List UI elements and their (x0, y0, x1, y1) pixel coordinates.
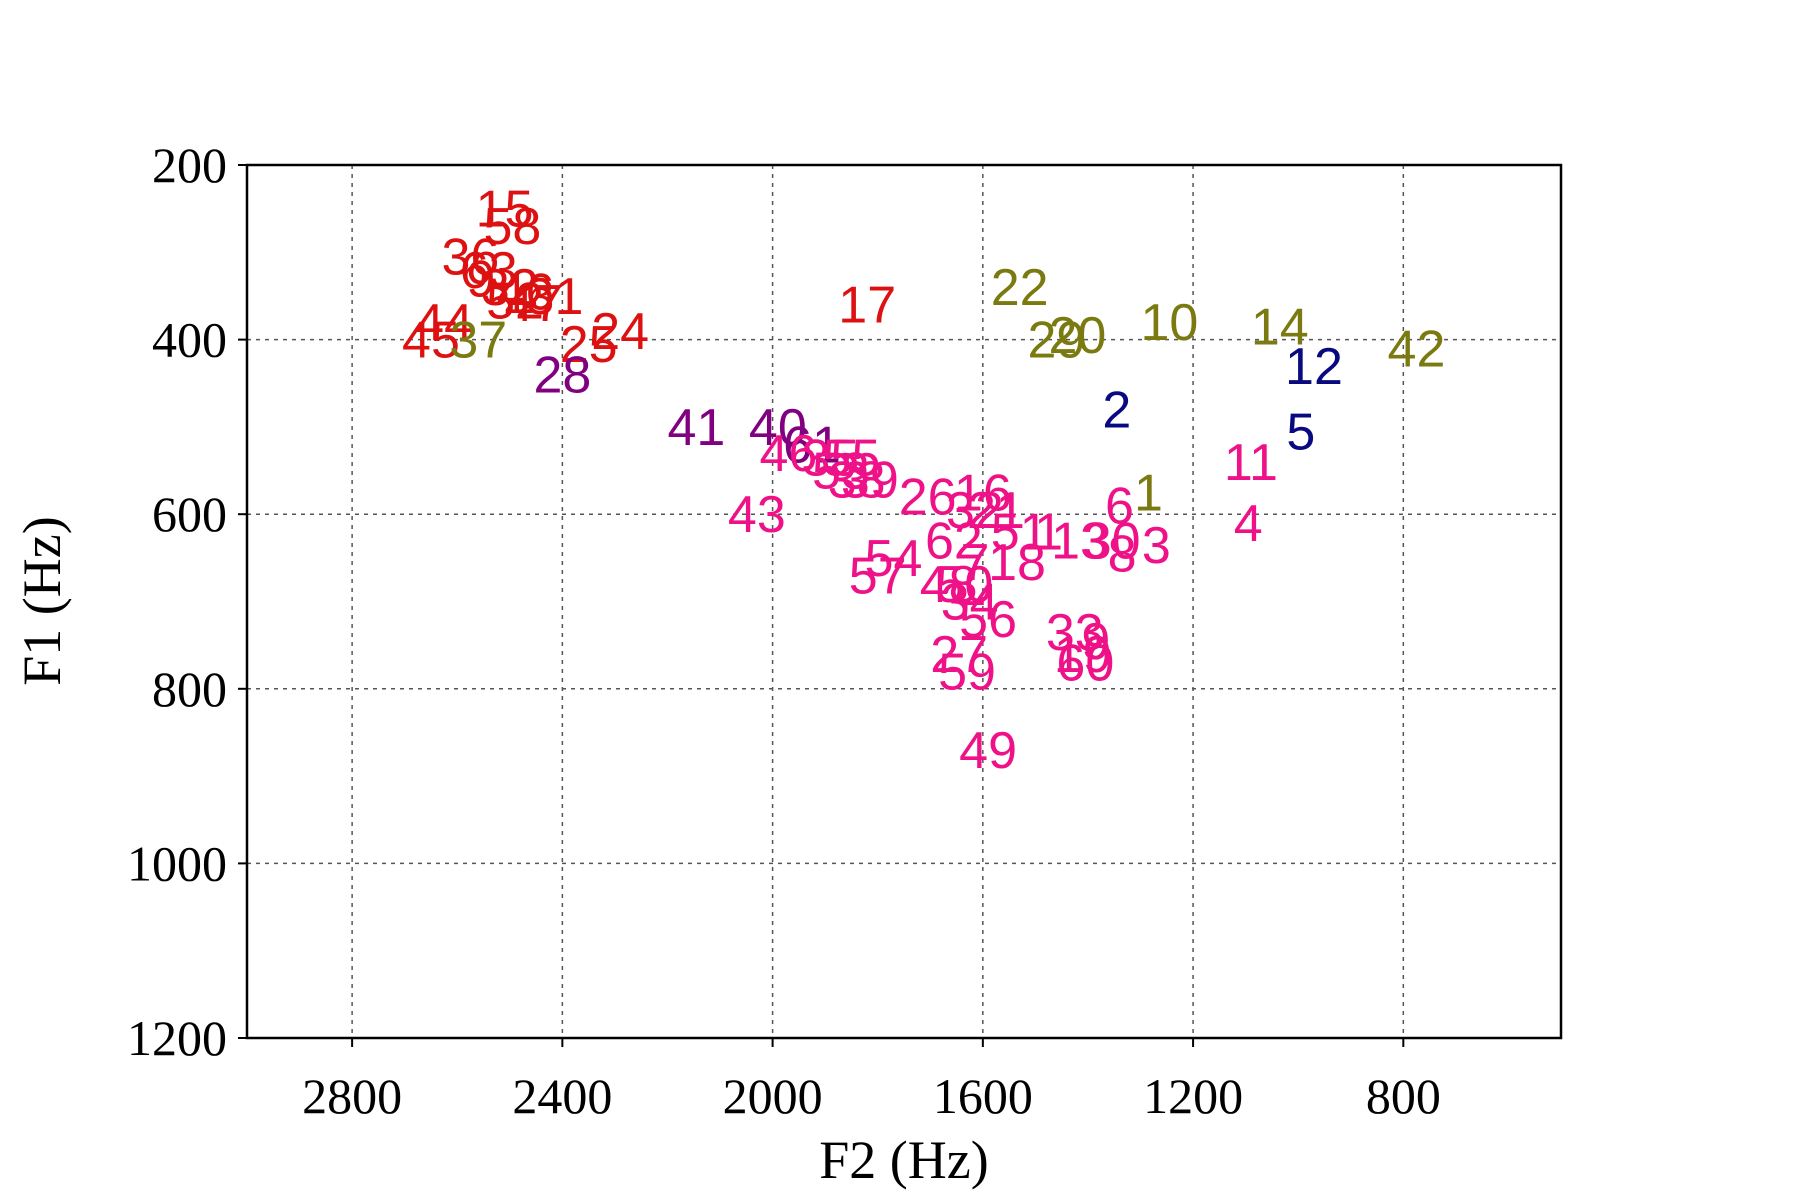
data-point-label: 53 (812, 443, 870, 501)
data-point-label: 1 (1034, 504, 1063, 562)
data-point-label: 63 (460, 242, 518, 300)
data-point-label: 11 (1224, 434, 1278, 492)
data-point-label: 14 (1251, 299, 1309, 357)
data-point-label: 20 (1049, 307, 1107, 365)
data-point-label: 60 (1056, 635, 1114, 693)
data-point-label: 46 (497, 264, 555, 322)
y-tick-label: 1000 (127, 835, 227, 891)
data-point-label: 32 (481, 259, 539, 317)
data-point-label: 56 (959, 591, 1017, 649)
data-point-label: 46 (759, 425, 817, 483)
y-tick-label: 400 (152, 312, 227, 368)
data-point-label: 50 (936, 556, 994, 614)
data-point-label: 43 (728, 486, 786, 544)
y-axis-label: F1 (Hz) (12, 516, 72, 685)
x-tick-label: 800 (1366, 1068, 1441, 1124)
data-point-label: 38 (828, 451, 886, 509)
data-point-label: 44 (415, 294, 473, 352)
data-point-label: 51 (991, 504, 1049, 562)
data-point-label: 31 (526, 268, 584, 326)
x-tick-label: 2400 (512, 1068, 612, 1124)
data-point-label: 25 (560, 316, 618, 374)
data-point-label: 35 (801, 429, 859, 487)
data-point-label: 22 (991, 259, 1049, 317)
plot-area-frame (245, 163, 1563, 1040)
data-point-label: 1 (1134, 464, 1163, 522)
grid (247, 165, 1561, 1038)
data-point-label: 24 (591, 303, 649, 361)
data-point-label: 8 (1108, 525, 1137, 583)
data-point-label: 62 (925, 512, 983, 570)
data-point-label: 58 (484, 198, 542, 256)
data-point-label: 10 (1141, 294, 1199, 352)
data-point-label: 3 (1142, 517, 1171, 575)
data-point-label: 33 (1046, 604, 1104, 662)
data-point-label: 47 (505, 275, 563, 333)
data-point-label: 26 (899, 469, 957, 527)
data-point-label: 59 (938, 643, 996, 701)
data-point-label: 9 (1081, 613, 1110, 671)
data-point-label: 28 (533, 347, 591, 405)
data-point-label: 6 (1105, 477, 1134, 535)
y-tick-label: 600 (152, 486, 227, 542)
data-point-label: 17 (838, 277, 896, 335)
data-point-label: 15 (476, 181, 534, 239)
data-point-label: 37 (449, 312, 507, 370)
data-point-label: 18 (988, 534, 1046, 592)
x-tick-label: 1600 (933, 1068, 1033, 1124)
data-point-label: 32 (946, 482, 1004, 540)
data-point-label: 45 (402, 312, 460, 370)
data-point-label: 55 (823, 429, 881, 487)
data-point-label: 61 (783, 416, 841, 474)
data-point-label: 49 (959, 722, 1017, 780)
y-tick-label: 800 (152, 661, 227, 717)
data-point-label: 2 (1102, 381, 1131, 439)
x-tick-label: 2800 (302, 1068, 402, 1124)
data-point-label: 19 (1054, 626, 1112, 684)
data-point-label: 30 (1083, 512, 1141, 570)
data-point-label: 36 (441, 229, 499, 287)
data-point-label: 5 (1286, 403, 1315, 461)
data-point-label: 12 (1285, 338, 1343, 396)
data-point-label: 27 (930, 626, 988, 684)
y-tick-label: 200 (152, 137, 227, 193)
axis-ticks: 2800 2400 2000 1600 1200 800 200 400 600 800 1000 1… (127, 137, 1441, 1124)
data-point-label: 41 (667, 399, 725, 457)
data-point-label: 4 (1234, 495, 1263, 553)
data-point-label: 42 (1388, 320, 1446, 378)
data-point-label: 13 (1051, 512, 1109, 570)
x-tick-label: 2000 (723, 1068, 823, 1124)
data-point-label: 9 (466, 250, 495, 308)
data-point-label: 48 (920, 556, 978, 614)
data-point-label: 39 (841, 451, 899, 509)
data-point-label: 29 (1028, 312, 1086, 370)
x-axis-label: F2 (Hz) (819, 1130, 988, 1190)
data-point-label: 57 (849, 547, 907, 605)
data-point-label: 34 (941, 574, 999, 632)
y-tick-label: 1200 (127, 1010, 227, 1066)
data-point-label: 54 (865, 530, 923, 588)
data-point-label: 40 (749, 399, 807, 457)
data-point-label: 21 (967, 482, 1025, 540)
data-point-label: 16 (954, 464, 1012, 522)
x-tick-label: 1200 (1143, 1068, 1243, 1124)
data-point-label: 52 (486, 272, 544, 330)
data-point-label: 7 (960, 534, 989, 592)
